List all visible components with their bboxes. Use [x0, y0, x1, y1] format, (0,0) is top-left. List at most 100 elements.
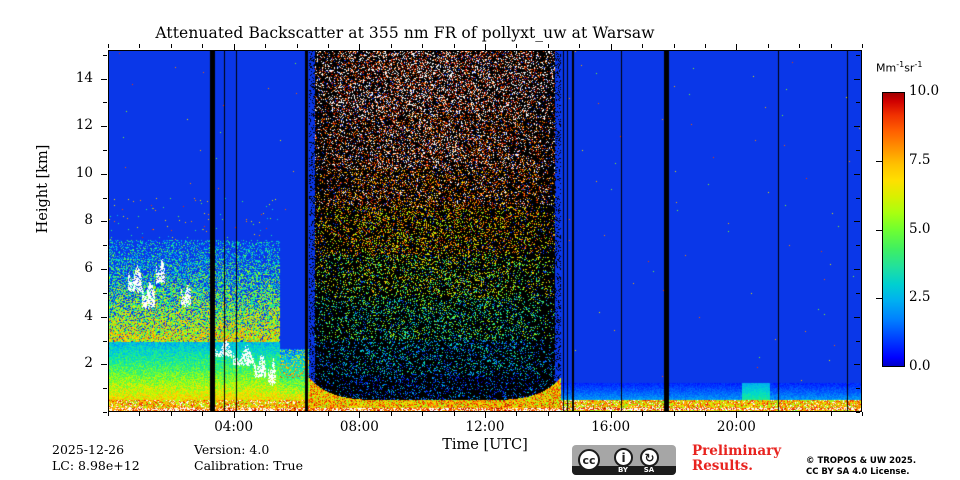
x-axis-tick — [642, 44, 643, 48]
x-axis-tick — [548, 412, 549, 416]
y-axis-tick — [101, 126, 107, 127]
y-axis-tick — [854, 364, 860, 365]
colorbar-tick-label: 2.5 — [909, 289, 931, 305]
share-alike-icon: ↻ — [640, 448, 659, 467]
x-axis-tick — [171, 44, 172, 48]
x-axis-tick — [108, 44, 109, 48]
x-axis-tick — [862, 412, 863, 416]
y-axis-tick — [103, 55, 107, 56]
preliminary-results-notice: Preliminary Results. — [692, 443, 782, 474]
footer-calibration: Calibration: True — [194, 458, 303, 473]
x-axis-tick — [548, 44, 549, 48]
x-axis-tick — [831, 44, 832, 48]
y-axis-tick — [854, 317, 860, 318]
x-axis-tick — [139, 412, 140, 416]
x-axis-tick — [391, 412, 392, 416]
x-axis-tick — [234, 412, 235, 418]
copyright-line-2: CC BY SA 4.0 License. — [806, 467, 910, 477]
x-axis-tick — [391, 44, 392, 48]
x-axis-tick — [422, 412, 423, 416]
x-axis-tick — [799, 44, 800, 48]
y-axis-tick — [101, 317, 107, 318]
creative-commons-badge[interactable]: cc i ↻ BY SA — [572, 445, 676, 475]
y-tick-label: 10 — [75, 164, 93, 181]
x-axis-tick — [611, 412, 612, 418]
x-axis-tick — [516, 412, 517, 416]
colorbar-tick — [876, 230, 882, 231]
x-axis-tick — [862, 44, 863, 48]
y-axis-tick — [101, 364, 107, 365]
x-axis-tick — [799, 412, 800, 416]
y-tick-label: 8 — [84, 212, 93, 229]
badge-sa-caption: SA — [643, 466, 655, 474]
x-axis-tick — [611, 44, 612, 50]
x-axis-tick — [297, 44, 298, 48]
y-axis-tick — [856, 55, 860, 56]
x-tick-label: 16:00 — [591, 419, 631, 435]
x-axis-tick — [674, 44, 675, 48]
y-tick-label: 4 — [84, 307, 93, 324]
y-axis-tick — [103, 245, 107, 246]
y-axis-tick — [854, 269, 860, 270]
x-axis-tick — [422, 44, 423, 48]
x-axis-tick — [454, 44, 455, 48]
x-axis-tick — [234, 44, 235, 50]
x-tick-label: 08:00 — [339, 419, 379, 435]
x-tick-label: 12:00 — [465, 419, 505, 435]
x-axis-tick — [768, 412, 769, 416]
attribution-person-icon: i — [614, 448, 633, 467]
x-axis-tick — [642, 412, 643, 416]
y-axis-tick — [854, 79, 860, 80]
x-axis-tick — [516, 44, 517, 48]
y-tick-label: 2 — [84, 355, 93, 372]
x-axis-tick — [108, 412, 109, 416]
y-axis-tick — [854, 174, 860, 175]
colorbar-tick — [876, 298, 882, 299]
y-axis-tick — [103, 341, 107, 342]
x-axis-tick — [674, 412, 675, 416]
x-axis-tick — [736, 44, 737, 50]
x-axis-tick — [359, 44, 360, 50]
copyright-notice: © TROPOS & UW 2025. CC BY SA 4.0 License… — [806, 456, 956, 478]
y-axis-tick — [103, 150, 107, 151]
x-tick-label: 04:00 — [214, 419, 254, 435]
y-axis-tick — [101, 221, 107, 222]
badge-by-caption: BY — [617, 466, 629, 474]
y-axis-tick — [101, 174, 107, 175]
colorbar-tick-label: 10.0 — [909, 83, 940, 99]
x-axis-tick — [579, 44, 580, 48]
x-axis-tick — [831, 412, 832, 416]
y-tick-label: 12 — [75, 117, 93, 134]
y-tick-label: 14 — [75, 69, 93, 86]
colorbar-tick — [876, 161, 882, 162]
y-axis-tick — [103, 412, 107, 413]
x-axis-tick — [485, 44, 486, 50]
y-axis-tick — [856, 412, 860, 413]
heatmap-plot-area — [108, 50, 862, 412]
y-axis-tick — [854, 221, 860, 222]
y-axis-tick — [856, 150, 860, 151]
x-axis-tick — [768, 44, 769, 48]
y-axis-tick — [101, 269, 107, 270]
footer-lidar-constant: LC: 8.98e+12 — [52, 458, 140, 473]
y-axis-tick — [103, 388, 107, 389]
x-axis-tick — [328, 412, 329, 416]
heatmap-canvas — [109, 51, 861, 411]
y-axis-tick — [101, 79, 107, 80]
y-axis-tick — [856, 341, 860, 342]
y-tick-label: 6 — [84, 260, 93, 277]
footer-date: 2025-12-26 — [52, 442, 125, 457]
y-axis-tick — [856, 198, 860, 199]
y-axis-tick — [856, 388, 860, 389]
colorbar-tick-label: 0.0 — [909, 358, 931, 374]
badge-strip — [572, 466, 676, 475]
footer-version: Version: 4.0 — [194, 442, 270, 457]
y-axis-label: Height [km] — [35, 144, 51, 234]
colorbar-tick-label: 7.5 — [909, 152, 931, 168]
y-axis-tick — [103, 198, 107, 199]
x-axis-tick — [454, 412, 455, 416]
y-axis-tick — [854, 126, 860, 127]
x-axis-tick — [579, 412, 580, 416]
cc-icon: cc — [578, 449, 600, 471]
